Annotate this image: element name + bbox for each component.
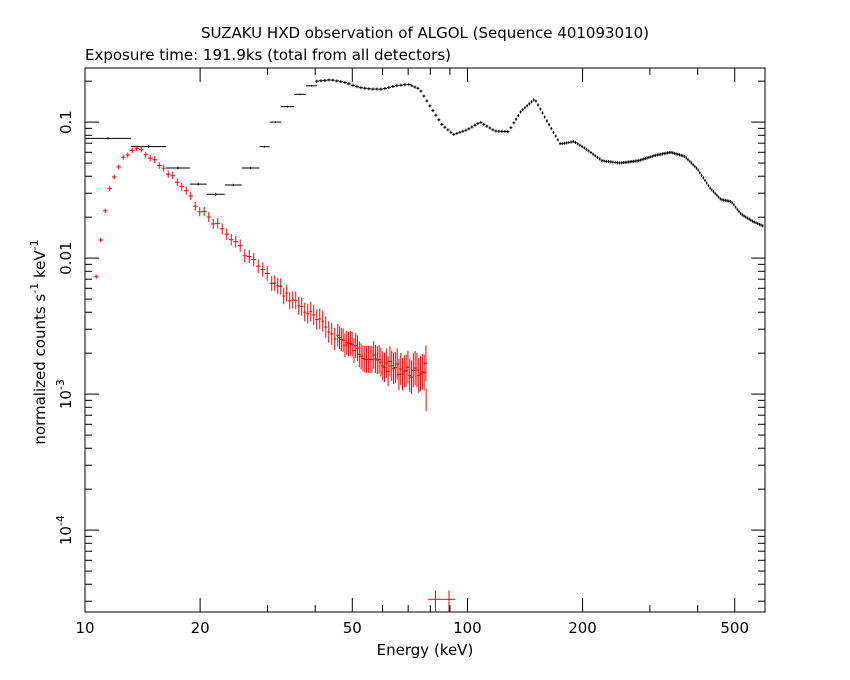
x-tick-label: 20 bbox=[191, 619, 210, 637]
y-axis-label-mid: keV bbox=[31, 250, 49, 283]
axis-ticks bbox=[84, 68, 766, 612]
chart-subtitle: Exposure time: 191.9ks (total from all d… bbox=[85, 46, 451, 64]
series-black-points bbox=[85, 78, 764, 228]
chart-title: SUZAKU HXD observation of ALGOL (Sequenc… bbox=[201, 24, 649, 42]
y-axis-label: normalized counts s-1 keV-1 bbox=[28, 239, 49, 444]
y-tick-label-base: 10 bbox=[57, 390, 75, 409]
y-tick-label: 10-3 bbox=[54, 379, 75, 409]
y-tick-label: 0.01 bbox=[57, 241, 75, 274]
y-axis-label-exp1: -1 bbox=[28, 283, 41, 294]
plot-frame bbox=[84, 67, 766, 613]
x-axis-label: Energy (keV) bbox=[377, 641, 474, 659]
y-axis-label-main: normalized counts s bbox=[31, 294, 49, 445]
x-tick-label: 100 bbox=[453, 619, 482, 637]
y-axis-label-exp2: -1 bbox=[28, 239, 41, 250]
x-tick-label: 500 bbox=[720, 619, 749, 637]
y-tick-label-exp: -4 bbox=[54, 515, 67, 526]
y-tick-label-base: 10 bbox=[57, 526, 75, 545]
x-tick-label: 200 bbox=[568, 619, 597, 637]
x-tick-label: 10 bbox=[75, 619, 94, 637]
y-tick-label-exp: -3 bbox=[54, 379, 67, 390]
series-red-points bbox=[93, 145, 456, 612]
y-tick-label: 0.1 bbox=[57, 110, 75, 134]
y-tick-label: 10-4 bbox=[54, 515, 75, 545]
x-tick-label: 50 bbox=[343, 619, 362, 637]
